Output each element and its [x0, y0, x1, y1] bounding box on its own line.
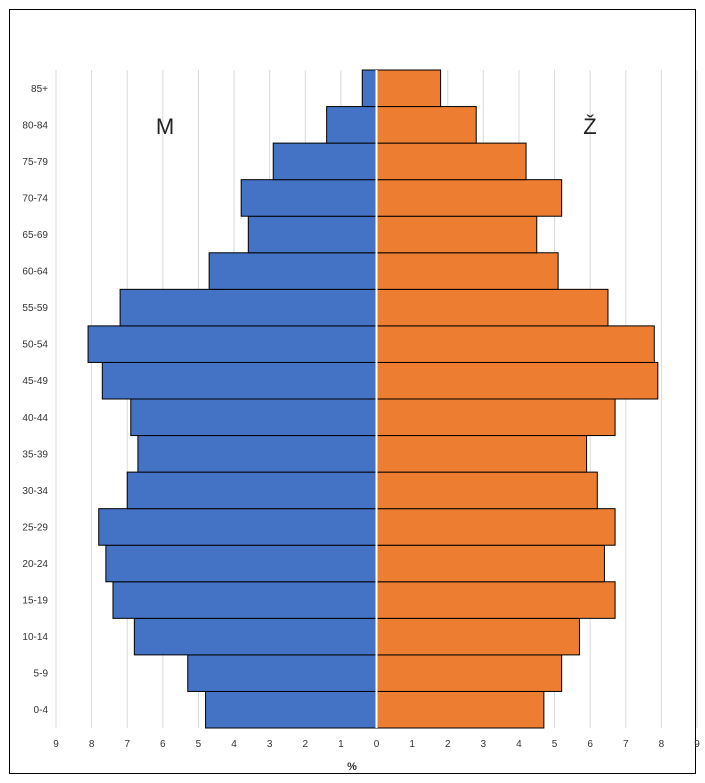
x-tick-label: 3 — [267, 739, 273, 750]
bar-z-35-39 — [376, 435, 588, 473]
y-tick-label: 15-19 — [22, 596, 48, 607]
x-tick-label: 8 — [659, 739, 665, 750]
bar-m-25-29 — [98, 508, 377, 546]
bar-m-30-34 — [126, 471, 377, 510]
y-tick-label: 5-9 — [34, 669, 49, 680]
bar-z-30-34 — [376, 471, 598, 510]
bar-m-40-44 — [130, 398, 377, 437]
bar-m-85+ — [361, 69, 377, 108]
y-tick-label: 80-84 — [22, 120, 48, 131]
bar-z-25-29 — [376, 508, 616, 546]
x-tick-label: 6 — [160, 739, 166, 750]
bar-z-50-54 — [376, 325, 655, 363]
x-tick-label: 1 — [338, 739, 344, 750]
x-tick-label: 2 — [302, 739, 308, 750]
y-tick-label: 85+ — [31, 84, 48, 95]
bar-z-55-59 — [376, 288, 609, 327]
y-tick-label: 10-14 — [22, 632, 48, 643]
x-tick-label: 9 — [53, 739, 59, 750]
y-tick-label: 30-34 — [22, 486, 48, 497]
bar-z-45-49 — [376, 361, 659, 400]
bar-m-35-39 — [137, 435, 377, 473]
y-tick-labels: 0-4 5-9 10-14 15-19 20-24 25-29 30-34 35-39 40-4… — [22, 84, 48, 716]
bar-m-0-4 — [205, 690, 377, 729]
x-tick-label: 7 — [623, 739, 629, 750]
bar-m-10-14 — [133, 617, 377, 656]
x-tick-label: 4 — [231, 739, 237, 750]
bar-m-75-79 — [272, 142, 378, 181]
series-label-z: Ž — [583, 114, 596, 139]
bar-m-45-49 — [101, 361, 378, 400]
bar-z-20-24 — [376, 544, 605, 583]
bar-z-85+ — [376, 69, 442, 108]
bar-m-70-74 — [240, 179, 377, 217]
bar-z-60-64 — [376, 252, 559, 290]
bar-z-75-79 — [376, 142, 527, 181]
y-tick-label: 40-44 — [22, 413, 48, 424]
y-tick-label: 25-29 — [22, 522, 48, 533]
bar-z-65-69 — [376, 215, 538, 254]
bar-m-60-64 — [208, 252, 377, 290]
y-tick-label: 45-49 — [22, 376, 48, 387]
series-label-m: M — [156, 114, 174, 139]
bar-z-15-19 — [376, 581, 616, 619]
y-tick-label: 75-79 — [22, 157, 48, 168]
bar-m-5-9 — [187, 654, 377, 692]
y-tick-label: 35-39 — [22, 449, 48, 460]
y-tick-label: 55-59 — [22, 303, 48, 314]
bar-z-80-84 — [376, 106, 477, 144]
bar-z-40-44 — [376, 398, 616, 437]
x-tick-label: 2 — [445, 739, 451, 750]
bar-m-65-69 — [247, 215, 377, 254]
bar-z-70-74 — [376, 179, 563, 217]
x-axis-title: % — [347, 761, 357, 773]
y-tick-label: 65-69 — [22, 230, 48, 241]
x-tick-label: 0 — [374, 739, 380, 750]
x-tick-label: 6 — [587, 739, 593, 750]
bar-m-15-19 — [112, 581, 377, 619]
bar-m-20-24 — [105, 544, 377, 583]
x-tick-label: 9 — [694, 739, 700, 750]
y-tick-label: 70-74 — [22, 193, 48, 204]
x-tick-label: 7 — [124, 739, 130, 750]
y-tick-label: 60-64 — [22, 267, 48, 278]
bar-m-80-84 — [326, 106, 377, 144]
bar-z-10-14 — [376, 617, 580, 656]
bars — [87, 69, 659, 729]
x-tick-label: 5 — [552, 739, 558, 750]
x-tick-label: 5 — [196, 739, 202, 750]
y-tick-label: 50-54 — [22, 340, 48, 351]
x-tick-label: 3 — [481, 739, 487, 750]
x-tick-label: 4 — [516, 739, 522, 750]
bar-m-55-59 — [119, 288, 377, 327]
x-tick-label: 8 — [89, 739, 95, 750]
y-tick-label: 0-4 — [34, 705, 49, 716]
x-tick-label: 1 — [409, 739, 415, 750]
x-tick-labels: 9 8 7 6 5 4 3 2 1 0 1 2 3 4 5 6 7 8 9 — [53, 739, 700, 750]
y-tick-label: 20-24 — [22, 559, 48, 570]
bar-z-0-4 — [376, 690, 545, 729]
bar-z-5-9 — [376, 654, 563, 692]
bar-m-50-54 — [87, 325, 378, 363]
